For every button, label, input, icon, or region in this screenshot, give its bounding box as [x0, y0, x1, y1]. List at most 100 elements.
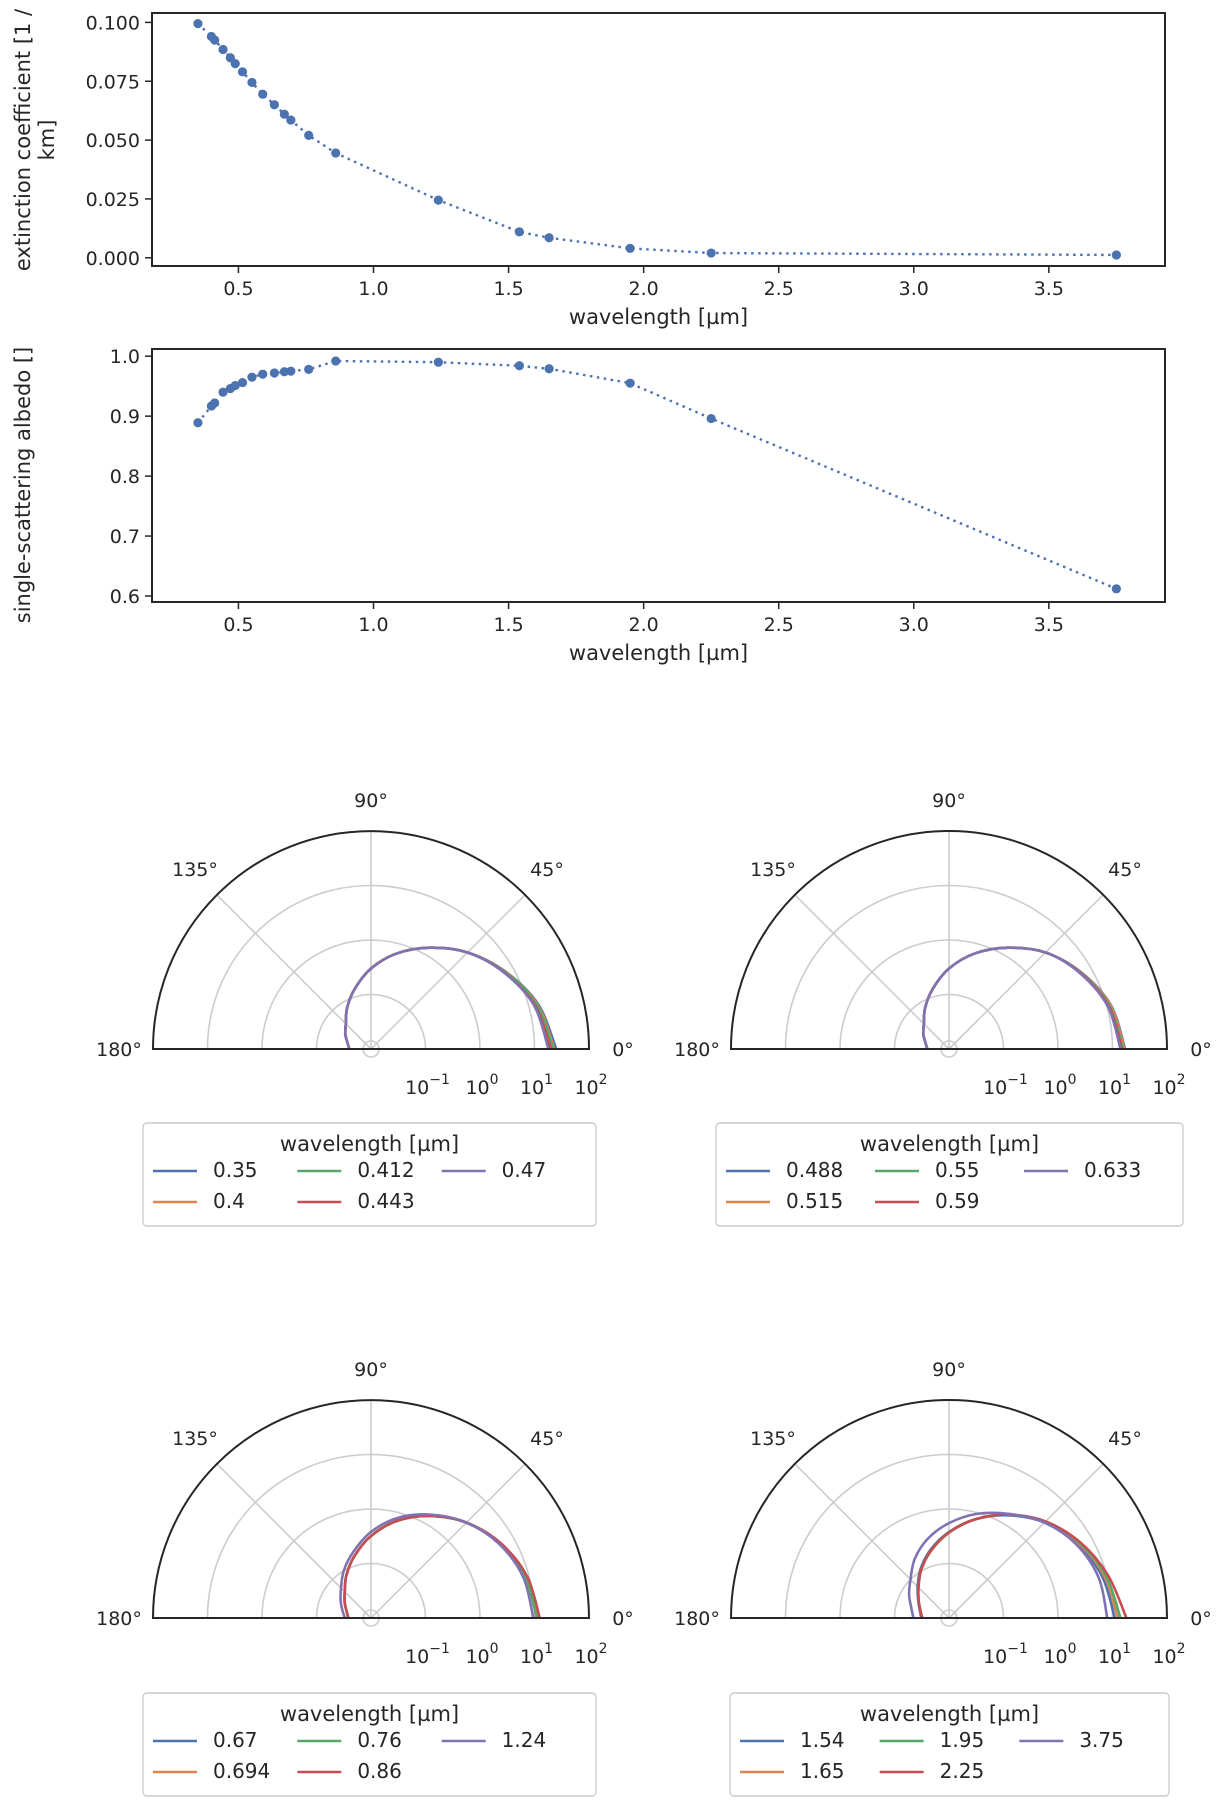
- data-point: [193, 18, 203, 29]
- phase-function-curve: [916, 1513, 1120, 1619]
- legend-box: [729, 1692, 1170, 1797]
- legend: wavelength [µm] 0.488 0.515 0.55 0.59 0.633: [715, 1122, 1184, 1227]
- radial-tick-exponent: −1: [1007, 1072, 1028, 1088]
- legend: wavelength [µm] 0.67 0.694 0.76 0.86 1.24: [142, 1692, 597, 1797]
- data-point: [269, 368, 279, 378]
- y-tick-label: 0.050: [86, 130, 140, 152]
- angle-label: 180°: [674, 1039, 720, 1061]
- angle-label: 90°: [354, 790, 388, 812]
- radial-tick-exponent: 1: [544, 1641, 553, 1657]
- x-tick-label: 2.0: [629, 614, 659, 636]
- y-tick-label: 0.000: [86, 248, 140, 270]
- phase-function-curve: [916, 1513, 1117, 1619]
- angle-label: 135°: [172, 859, 218, 881]
- data-point: [279, 109, 289, 119]
- radial-tick-exponent: −1: [429, 1072, 450, 1088]
- y-tick-label: 0.025: [86, 189, 140, 211]
- y-axis-label: single-scattering albedo []: [11, 347, 35, 623]
- radial-tick-exponent: 2: [599, 1641, 608, 1657]
- angle-label: 180°: [674, 1608, 720, 1630]
- radial-tick-label: 101: [1098, 1641, 1131, 1668]
- radial-tick-exponent: 1: [544, 1072, 553, 1088]
- legend-label: 0.515: [786, 1189, 843, 1213]
- radial-tick-exponent: 2: [1177, 1641, 1186, 1657]
- y-axis-label: extinction coefficient [1 /km]: [11, 8, 59, 271]
- data-point: [1111, 584, 1121, 594]
- data-point: [218, 387, 228, 397]
- phase-function-curve: [916, 1513, 1128, 1619]
- phase-function-curve: [921, 946, 1126, 1050]
- x-tick-label: 1.5: [493, 278, 523, 300]
- data-point: [331, 148, 341, 158]
- radial-tick-label: 102: [1152, 1072, 1185, 1099]
- data-line: [197, 22, 1117, 257]
- data-point: [514, 227, 524, 237]
- legend-label: 1.54: [800, 1728, 845, 1752]
- x-tick-label: 0.5: [223, 614, 253, 636]
- x-tick-label: 3.0: [899, 614, 929, 636]
- radial-tick-exponent: 0: [490, 1072, 499, 1088]
- radial-tick-label: 10−1: [983, 1641, 1028, 1668]
- radial-tick-label: 100: [1043, 1641, 1076, 1668]
- legend-label: 0.76: [357, 1728, 402, 1752]
- polar-frame: [729, 1399, 1169, 1619]
- phase-function-polar-plot-2: 0°45°90°135°180°10−1 100 101 102wavelength …: [674, 790, 1212, 1227]
- radial-tick-exponent: 0: [1068, 1641, 1077, 1657]
- legend: wavelength [µm] 1.54 1.65 1.95 2.25 3.75: [729, 1692, 1170, 1797]
- data-point: [331, 356, 341, 366]
- legend-label: 2.25: [940, 1759, 985, 1783]
- angle-label: 0°: [612, 1039, 634, 1061]
- phase-function-curve: [921, 946, 1122, 1050]
- legend-label: 0.412: [357, 1158, 414, 1182]
- legend-label: 1.24: [502, 1728, 547, 1752]
- x-tick-label: 2.0: [629, 278, 659, 300]
- radial-tick-label: 101: [1098, 1072, 1131, 1099]
- data-point: [210, 398, 220, 408]
- radial-tick-exponent: 1: [1122, 1072, 1131, 1088]
- radial-tick-label: 10−1: [983, 1072, 1028, 1099]
- angle-label: 90°: [932, 790, 966, 812]
- x-tick-label: 1.0: [358, 278, 388, 300]
- plot-frame: [151, 348, 1166, 603]
- x-axis-label: wavelength [µm]: [569, 641, 748, 665]
- polar-frame: [151, 830, 591, 1050]
- legend-label: 0.59: [935, 1189, 980, 1213]
- legend-box: [715, 1122, 1184, 1227]
- y-axis-label-line: km]: [35, 120, 59, 161]
- data-point: [514, 361, 524, 371]
- angular-gridline: [216, 1463, 372, 1619]
- angle-label: 45°: [1108, 859, 1142, 881]
- y-tick-label: 0.7: [110, 526, 140, 548]
- radial-tick-label: 100: [465, 1072, 498, 1099]
- phase-function-curve: [343, 1514, 542, 1619]
- data-point: [230, 59, 240, 69]
- angular-gridline: [794, 894, 950, 1050]
- plot-frame: [151, 12, 1166, 267]
- x-tick-label: 0.5: [223, 278, 253, 300]
- angle-label: 180°: [96, 1039, 142, 1061]
- phase-function-curve: [343, 946, 550, 1050]
- data-point: [218, 44, 228, 55]
- x-tick-label: 3.5: [1034, 278, 1064, 300]
- angle-label: 135°: [750, 1428, 796, 1450]
- data-point: [433, 195, 443, 205]
- y-axis-label-line: extinction coefficient [1 /: [11, 8, 35, 271]
- angle-label: 180°: [96, 1608, 142, 1630]
- radial-tick-label: 102: [574, 1641, 607, 1668]
- angular-gridline: [216, 894, 372, 1050]
- angle-label: 45°: [530, 1428, 564, 1450]
- radial-tick-label: 100: [1043, 1072, 1076, 1099]
- y-tick-label: 0.6: [110, 586, 140, 608]
- legend-title: wavelength [µm]: [860, 1702, 1039, 1726]
- radial-tick-exponent: 2: [1177, 1072, 1186, 1088]
- angle-label: 90°: [932, 1359, 966, 1381]
- y-tick-label: 0.9: [110, 406, 140, 428]
- radial-tick-exponent: 2: [599, 1072, 608, 1088]
- angle-label: 45°: [530, 859, 564, 881]
- phase-function-polar-plot-1: 0°45°90°135°180°10−1 100 101 102wavelength …: [96, 790, 634, 1227]
- legend-label: 1.95: [940, 1728, 985, 1752]
- legend-label: 0.47: [502, 1158, 547, 1182]
- legend-label: 3.75: [1079, 1728, 1124, 1752]
- phase-function-curve: [921, 946, 1127, 1050]
- radial-tick-exponent: 0: [490, 1641, 499, 1657]
